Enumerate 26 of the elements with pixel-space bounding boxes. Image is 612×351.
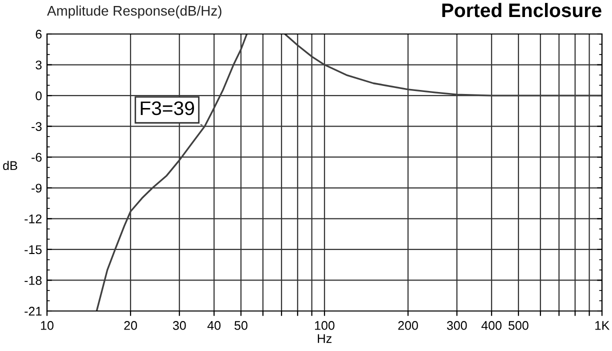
- y-tick-label: -3: [32, 122, 42, 131]
- y-tick-label: -9: [32, 184, 42, 193]
- x-tick-label: 20: [124, 321, 137, 330]
- y-tick-label: 0: [36, 91, 42, 100]
- y-tick-label: -12: [24, 214, 42, 224]
- y-tick-label: 3: [36, 60, 42, 70]
- y-tick-label: -21: [24, 306, 42, 316]
- x-tick-label: 200: [398, 321, 418, 330]
- y-tick-label: -15: [24, 245, 42, 254]
- x-tick-label: 10: [41, 321, 54, 330]
- annotation: F3=39: [140, 101, 194, 116]
- chart-subtitle: Amplitude Response(dB/Hz): [47, 6, 222, 18]
- chart-title: Ported Enclosure: [442, 2, 602, 18]
- x-tick-label: 400: [481, 321, 502, 330]
- y-tick-label: -18: [24, 276, 42, 285]
- x-tick-label: 500: [508, 321, 528, 330]
- y-tick-label: 6: [36, 30, 42, 39]
- x-tick-label: 100: [315, 321, 334, 330]
- x-tick-label: 40: [207, 321, 221, 330]
- x-tick-label: 300: [446, 321, 467, 330]
- x-tick-label: 50: [234, 321, 248, 330]
- x-tick-label: 30: [172, 321, 186, 330]
- y-tick-label: -6: [32, 152, 42, 162]
- x-tick-label: 1K: [595, 321, 610, 330]
- y-axis-title: dB: [3, 160, 18, 170]
- x-axis-title: Hz: [318, 334, 332, 343]
